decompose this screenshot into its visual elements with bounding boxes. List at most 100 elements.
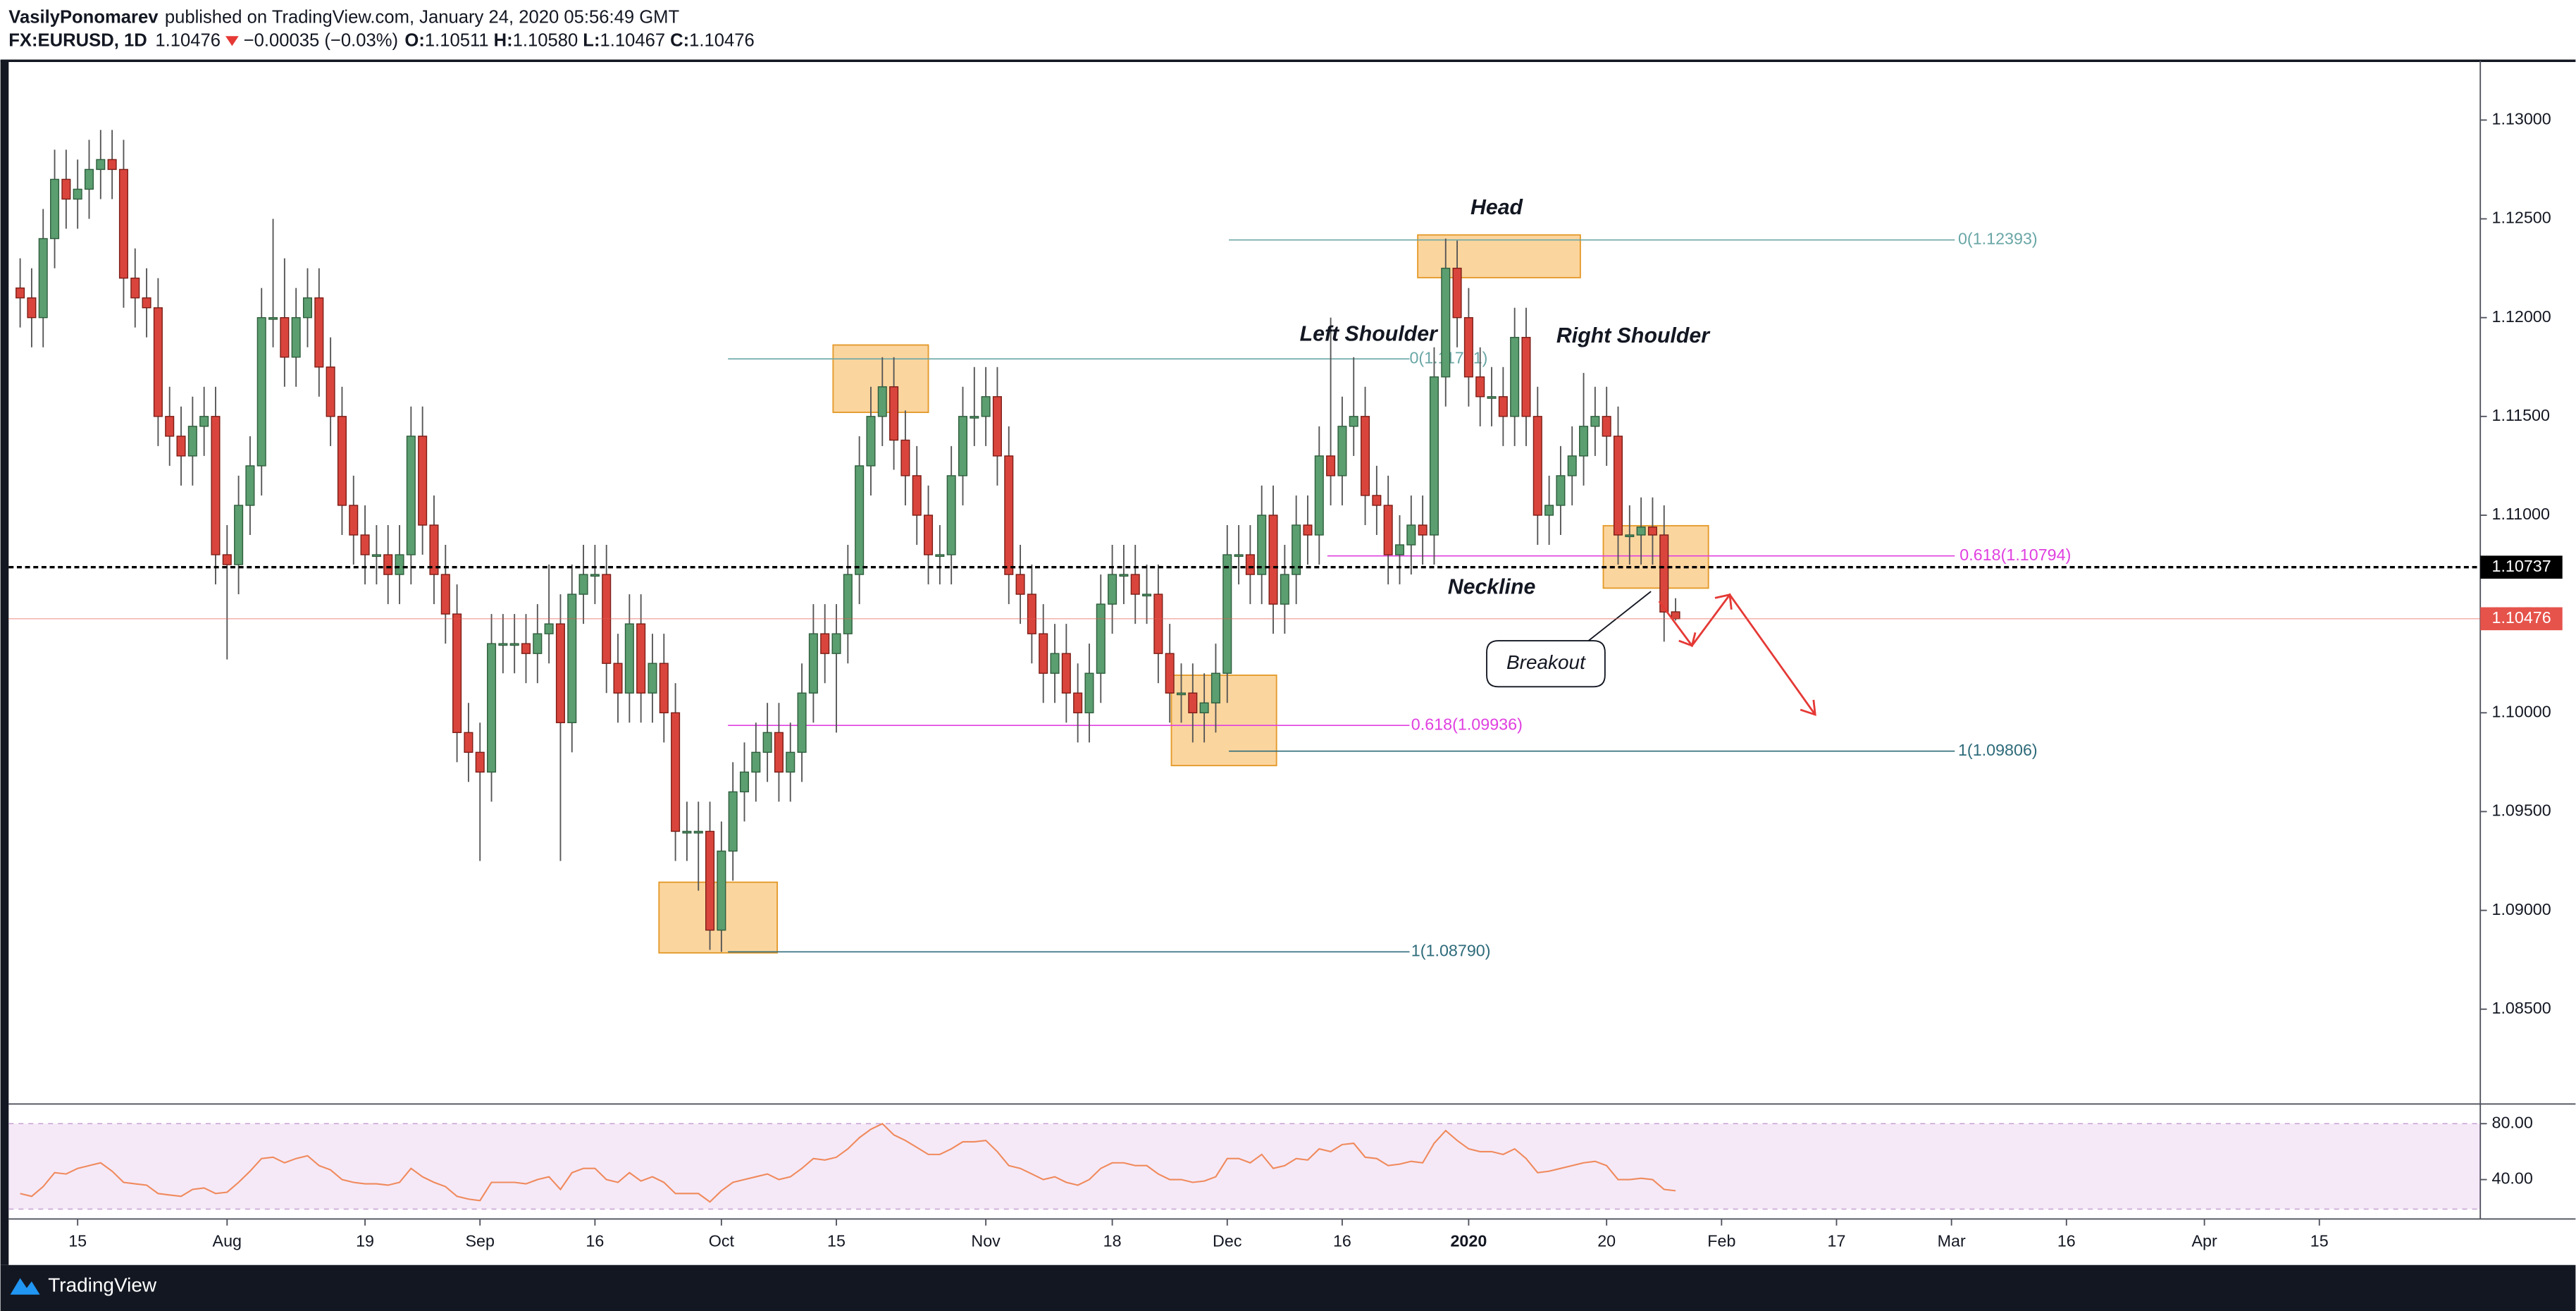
candle-body — [717, 850, 726, 931]
x-tick-label: Mar — [1938, 1231, 1966, 1250]
candle-body — [234, 505, 244, 565]
candle-body — [728, 791, 738, 852]
x-tick-label: 17 — [1828, 1231, 1846, 1250]
candle-body — [371, 554, 381, 558]
candle-body — [1153, 593, 1163, 654]
candle-body — [751, 751, 761, 773]
candle-body — [659, 663, 669, 713]
candle-body — [981, 396, 991, 417]
x-tick-label: Dec — [1213, 1231, 1242, 1250]
candle-body — [165, 416, 175, 437]
candle-body — [900, 439, 910, 476]
candle-body — [291, 316, 301, 358]
arrow-head — [1800, 699, 1816, 716]
candle-body — [326, 367, 335, 417]
candle-body — [1176, 692, 1187, 696]
price-label: 1.10737 — [2491, 557, 2551, 575]
projection-arrows — [1658, 593, 1816, 716]
candle-body — [1647, 527, 1657, 536]
candle-body — [1625, 534, 1635, 538]
candle-body — [314, 297, 324, 368]
y-tick-label: 1.12000 — [2491, 307, 2551, 326]
candle-body — [61, 178, 71, 200]
candle-body — [418, 436, 428, 526]
fib-label: 0(1.12393) — [1958, 230, 2038, 248]
candle-body — [1245, 554, 1255, 575]
candle-body — [280, 316, 290, 358]
x-tick-label: 20 — [1597, 1231, 1616, 1250]
x-tick-label: Apr — [2191, 1231, 2217, 1250]
candle-body — [360, 534, 370, 555]
candle-body — [521, 643, 531, 654]
candle-body — [1119, 574, 1129, 577]
candle-body — [855, 465, 865, 575]
candle-body — [1671, 611, 1680, 620]
ohlc-value: 1.10580 — [513, 30, 578, 50]
box — [1170, 675, 1277, 767]
candle-body — [1268, 515, 1278, 605]
candle-body — [118, 168, 128, 279]
y-tick-label: 1.08500 — [2491, 999, 2551, 1017]
candle-body — [774, 732, 784, 773]
candle-body — [912, 475, 922, 516]
candle-body — [187, 426, 197, 457]
candle-body — [797, 692, 807, 753]
candle-body — [671, 712, 681, 832]
candle-body — [222, 554, 232, 565]
x-tick-label: 15 — [68, 1231, 87, 1250]
ohlc-label: L: — [583, 30, 600, 50]
candle-body — [1659, 534, 1669, 613]
candle-body — [590, 574, 600, 577]
candle-body — [1510, 336, 1520, 417]
breakout-callout: Breakout — [1486, 591, 1652, 688]
candle-body — [84, 168, 94, 190]
candle-body — [1544, 505, 1554, 516]
candle-body — [1210, 672, 1220, 703]
candle-body — [1061, 653, 1071, 694]
candle-body — [1394, 544, 1405, 555]
candle-body — [383, 554, 393, 575]
candle-body — [533, 633, 543, 654]
x-tick-label: 15 — [2310, 1231, 2329, 1250]
candle-body — [1475, 376, 1485, 398]
x-tick-label: Oct — [709, 1231, 735, 1250]
brand: TradingView — [48, 1274, 157, 1295]
fib-label: 0.618(1.09936) — [1411, 715, 1523, 733]
rsi-band — [8, 1124, 2481, 1210]
candle-body — [475, 751, 485, 773]
candle-body — [406, 436, 416, 555]
candle-body — [866, 416, 876, 467]
x-tick-label: Aug — [213, 1231, 242, 1250]
price-label-box — [2480, 607, 2563, 631]
box — [1602, 524, 1709, 589]
candle-body — [1361, 416, 1370, 496]
last-price: 1.10476 — [155, 30, 221, 50]
candle-body — [1108, 574, 1117, 605]
candle-body — [1383, 505, 1393, 555]
arrow-head — [1678, 632, 1697, 647]
candle-body — [946, 475, 956, 555]
y-tick-label: 1.12500 — [2491, 209, 2551, 227]
published: published on TradingView.com, January 24… — [165, 7, 680, 27]
header-line-2: FX:EURUSD, 1D 1.10476 −0.00035 (−0.03%) O:1… — [8, 30, 755, 50]
candle-body — [509, 643, 519, 646]
candle-body — [1452, 267, 1462, 319]
candle-body — [395, 554, 404, 575]
candle-body — [843, 574, 853, 634]
x-tick-label: Nov — [971, 1231, 1001, 1250]
candle-body — [96, 159, 106, 171]
candle-body — [1372, 495, 1382, 506]
candle-body — [682, 830, 692, 834]
candle-body — [1429, 376, 1439, 536]
candle-body — [555, 623, 565, 724]
footer — [0, 1264, 2576, 1311]
ohlc-value: 1.10476 — [689, 30, 755, 50]
candle-body — [1222, 554, 1232, 674]
rsi-line — [20, 1123, 1676, 1203]
candle-body — [1498, 396, 1508, 417]
annotation: Neckline — [1448, 575, 1536, 598]
candle-body — [1142, 593, 1152, 597]
candle-body — [487, 643, 497, 773]
